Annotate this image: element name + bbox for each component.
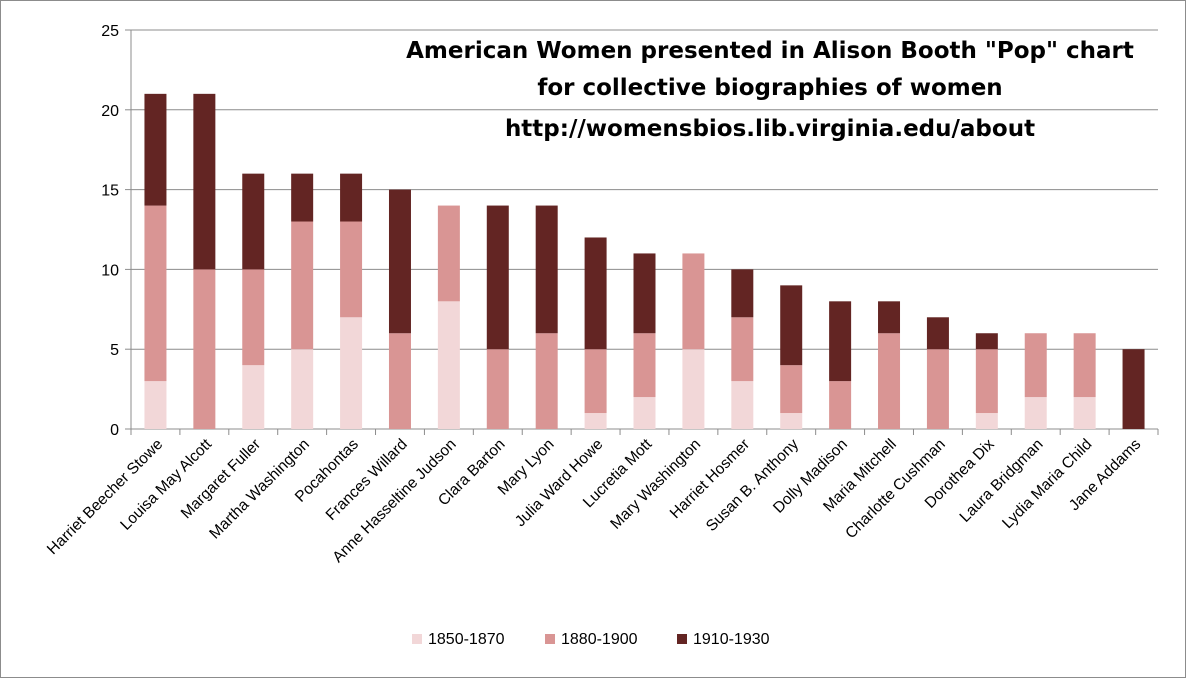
bar-segment-1880-1900-dorothea-dix xyxy=(975,349,998,414)
bar-segment-1880-1900-lydia-maria-child xyxy=(1073,333,1096,398)
y-tick-label: 20 xyxy=(101,103,119,120)
bar-segment-1910-1930-harriet-hosmer xyxy=(731,269,754,318)
bar-segment-1880-1900-harriet-hosmer xyxy=(731,317,754,382)
y-tick-label: 15 xyxy=(101,183,119,200)
bar-segment-1910-1930-louisa-may-alcott xyxy=(193,93,216,270)
bar-segment-1850-1870-julia-ward-howe xyxy=(584,413,607,429)
bar-segment-1910-1930-julia-ward-howe xyxy=(584,237,607,350)
bar-segment-1850-1870-susan-b-anthony xyxy=(780,413,803,429)
bar-segment-1850-1870-margaret-fuller xyxy=(242,365,265,429)
bar-segment-1910-1930-dolly-madison xyxy=(829,301,852,382)
bar-segment-1880-1900-martha-washington xyxy=(291,221,314,350)
bar-segment-1910-1930-dorothea-dix xyxy=(975,333,998,350)
bar-segment-1850-1870-pocahontas xyxy=(340,317,363,429)
legend-swatch-1880-1900 xyxy=(545,634,555,644)
bar-segment-1910-1930-pocahontas xyxy=(340,173,363,222)
bar-segment-1880-1900-laura-bridgman xyxy=(1024,333,1047,398)
x-category-label: Mary Washington xyxy=(607,436,704,533)
bar-segment-1910-1930-jane-addams xyxy=(1122,349,1145,429)
chart-title-line-2: for collective biographies of women xyxy=(537,75,1002,101)
x-category-label: Louisa May Alcott xyxy=(117,435,215,533)
bar-segment-1850-1870-mary-washington xyxy=(682,349,705,429)
chart-title-line-1: American Women presented in Alison Booth… xyxy=(406,38,1134,64)
y-tick-label: 25 xyxy=(101,23,119,40)
bar-segment-1880-1900-louisa-may-alcott xyxy=(193,269,216,429)
bar-segment-1910-1930-clara-barton xyxy=(486,205,509,350)
bar-segment-1880-1900-clara-barton xyxy=(486,349,509,429)
x-category-label: Lydia Maria Child xyxy=(999,436,1095,532)
legend: 1850-1870 1880-1900 1910-1930 xyxy=(412,631,770,648)
y-tick-label: 5 xyxy=(110,342,119,359)
bars xyxy=(144,93,1145,429)
bar-segment-1910-1930-margaret-fuller xyxy=(242,173,265,270)
bar-segment-1910-1930-harriet-beecher-stowe xyxy=(144,93,167,206)
y-tick-label: 10 xyxy=(101,262,119,279)
bar-segment-1850-1870-dorothea-dix xyxy=(975,413,998,429)
legend-swatch-1910-1930 xyxy=(677,634,687,644)
bar-segment-1910-1930-martha-washington xyxy=(291,173,314,222)
bar-segment-1910-1930-lucretia-mott xyxy=(633,253,656,334)
bar-segment-1880-1900-anne-hasseltine-judson xyxy=(437,205,460,302)
chart-title-line-3: http://womensbios.lib.virginia.edu/about xyxy=(505,116,1035,142)
bar-segment-1910-1930-maria-mitchell xyxy=(878,301,901,334)
bar-segment-1880-1900-susan-b-anthony xyxy=(780,365,803,414)
y-tick-labels: 0 5 10 15 20 25 xyxy=(101,23,119,439)
bar-segment-1910-1930-charlotte-cushman xyxy=(926,317,949,350)
bar-segment-1910-1930-frances-willard xyxy=(388,189,411,334)
bar-segment-1880-1900-maria-mitchell xyxy=(878,333,901,429)
bar-segment-1880-1900-mary-washington xyxy=(682,253,705,350)
bar-segment-1850-1870-harriet-hosmer xyxy=(731,381,754,429)
legend-label-1880-1900: 1880-1900 xyxy=(561,631,638,648)
x-category-label: Laura Bridgman xyxy=(957,436,1047,526)
bar-segment-1880-1900-harriet-beecher-stowe xyxy=(144,205,167,382)
bar-segment-1910-1930-mary-lyon xyxy=(535,205,558,334)
legend-label-1910-1930: 1910-1930 xyxy=(693,631,770,648)
bar-segment-1850-1870-lydia-maria-child xyxy=(1073,397,1096,429)
bar-segment-1880-1900-margaret-fuller xyxy=(242,269,265,366)
bar-segment-1880-1900-mary-lyon xyxy=(535,333,558,429)
bar-segment-1880-1900-pocahontas xyxy=(340,221,363,318)
x-category-label: Julia Ward Howe xyxy=(512,436,606,530)
bar-segment-1850-1870-lucretia-mott xyxy=(633,397,656,429)
bar-segment-1880-1900-lucretia-mott xyxy=(633,333,656,398)
legend-label-1850-1870: 1850-1870 xyxy=(428,631,505,648)
bar-segment-1880-1900-julia-ward-howe xyxy=(584,349,607,414)
bar-segment-1850-1870-anne-hasseltine-judson xyxy=(437,301,460,429)
bar-segment-1880-1900-frances-willard xyxy=(388,333,411,429)
bar-segment-1850-1870-harriet-beecher-stowe xyxy=(144,381,167,429)
bar-segment-1850-1870-martha-washington xyxy=(291,349,314,429)
x-category-label: Susan B. Anthony xyxy=(703,436,802,535)
chart-title: American Women presented in Alison Booth… xyxy=(406,38,1134,142)
bar-segment-1880-1900-dolly-madison xyxy=(829,381,852,429)
legend-swatch-1850-1870 xyxy=(412,634,422,644)
bar-segment-1880-1900-charlotte-cushman xyxy=(926,349,949,429)
y-tick-label: 0 xyxy=(110,422,119,439)
bar-segment-1850-1870-laura-bridgman xyxy=(1024,397,1047,429)
bar-segment-1910-1930-susan-b-anthony xyxy=(780,285,803,366)
